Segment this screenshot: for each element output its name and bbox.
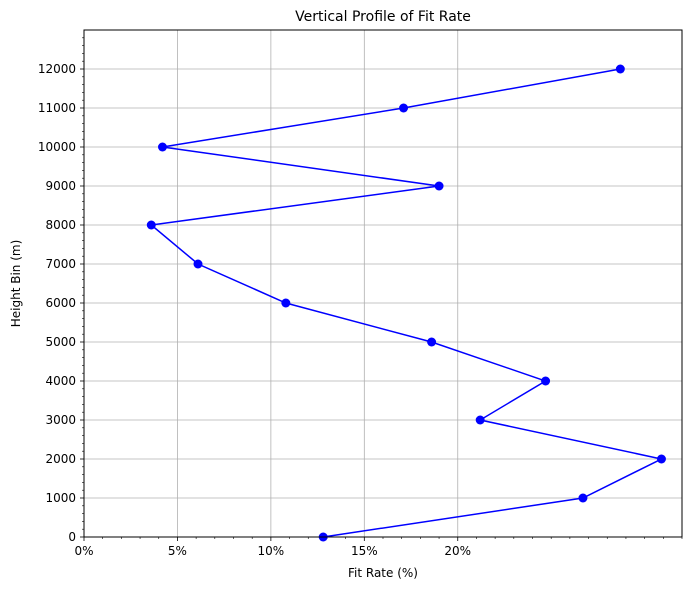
data-point — [427, 337, 437, 347]
x-tick-label: 5% — [168, 544, 187, 558]
y-tick-label: 6000 — [45, 296, 76, 310]
y-tick-label: 11000 — [38, 101, 76, 115]
data-point — [399, 103, 409, 113]
chart-title: Vertical Profile of Fit Rate — [295, 9, 471, 25]
y-tick-label: 4000 — [45, 374, 76, 388]
data-point — [434, 181, 444, 191]
y-tick-label: 3000 — [45, 413, 76, 427]
y-tick-label: 2000 — [45, 452, 76, 466]
data-point — [541, 376, 551, 386]
x-tick-label: 20% — [444, 544, 471, 558]
y-tick-labels: 0 1000 2000 3000 4000 5000 6000 7000 8000 9000 100… — [38, 62, 76, 544]
tick-marks — [80, 68, 459, 541]
x-axis-title: Fit Rate (%) — [348, 566, 418, 580]
data-point — [146, 220, 156, 230]
y-tick-label: 5000 — [45, 335, 76, 349]
data-point — [157, 142, 167, 152]
data-point — [578, 493, 588, 503]
y-tick-label: 7000 — [45, 257, 76, 271]
y-tick-label: 8000 — [45, 218, 76, 232]
grid — [83, 30, 682, 538]
y-tick-label: 10000 — [38, 140, 76, 154]
x-tick-label: 15% — [351, 544, 378, 558]
series — [146, 64, 666, 542]
y-tick-label: 1000 — [45, 491, 76, 505]
plot-frame — [83, 29, 683, 538]
y-tick-label: 0 — [68, 530, 76, 544]
data-point — [615, 64, 625, 74]
x-tick-labels: 0% 5% 10% 15% 20% — [74, 544, 471, 558]
y-axis-title: Height Bin (m) — [9, 240, 23, 328]
x-tick-label: 0% — [74, 544, 93, 558]
x-tick-label: 10% — [258, 544, 285, 558]
y-tick-label: 12000 — [38, 62, 76, 76]
data-point — [475, 415, 485, 425]
data-point — [193, 259, 203, 269]
data-point — [281, 298, 291, 308]
y-tick-label: 9000 — [45, 179, 76, 193]
data-point — [656, 454, 666, 464]
